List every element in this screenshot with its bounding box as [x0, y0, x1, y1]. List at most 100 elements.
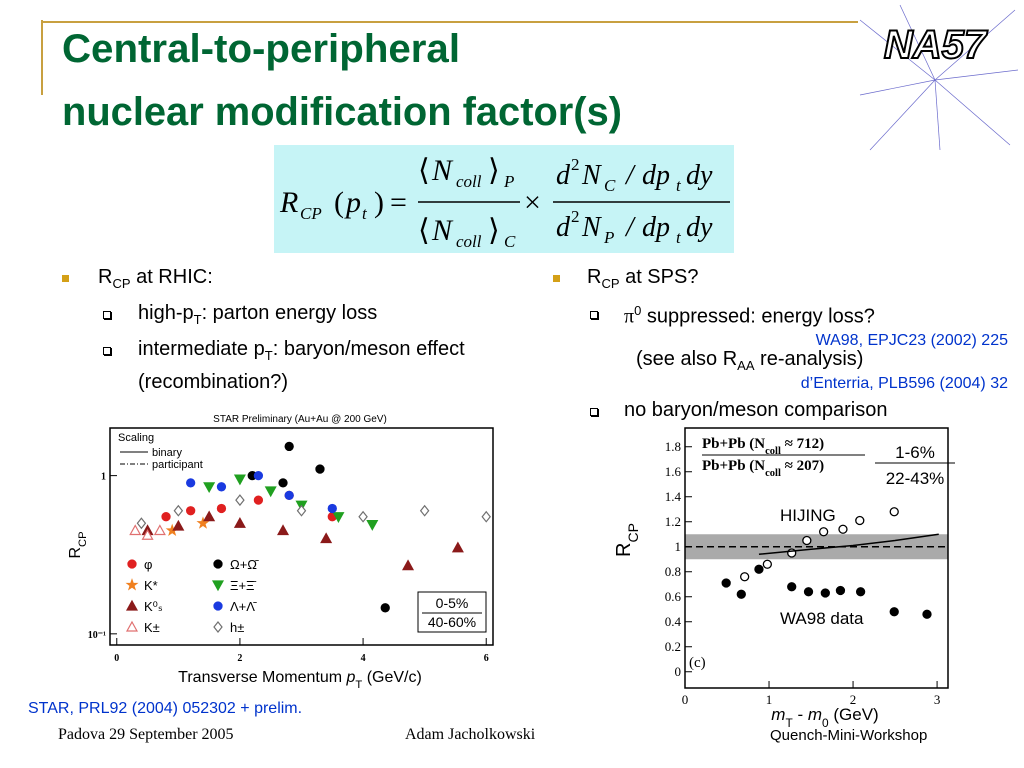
formula-symbol: /: [624, 160, 636, 191]
formula-sub: C: [604, 176, 616, 195]
text: : baryon/meson effect (recombination?): [138, 338, 465, 393]
label-part: ≈ 207): [781, 458, 824, 474]
formula-symbol: dp: [642, 212, 670, 243]
centrality: 22-43%: [886, 469, 945, 488]
legend-marker: [125, 578, 139, 591]
label-part: coll: [765, 468, 781, 479]
legend-marker: [211, 580, 225, 592]
data-point: [253, 470, 264, 481]
x-tick-label: 1: [766, 692, 773, 707]
y-tick-label: 1: [101, 472, 106, 483]
data-point: [754, 564, 764, 574]
label-part: 0: [822, 716, 829, 730]
chart-title: STAR Preliminary (Au+Au @ 200 GeV): [213, 414, 387, 425]
y-tick-label: 0.6: [665, 589, 682, 604]
annotation: (c): [689, 655, 706, 671]
text: at SPS?: [619, 266, 699, 288]
data-point: [153, 524, 166, 536]
formula-sub: t: [676, 176, 682, 195]
y-tick-label: 0: [675, 664, 682, 679]
data-point: [855, 515, 865, 526]
bullet-text: π0 suppressed: energy loss?: [624, 298, 875, 330]
data-point: [889, 607, 899, 617]
sub: AA: [737, 358, 755, 373]
data-point: [253, 495, 264, 505]
label-part: m: [808, 705, 822, 724]
formula-sub: CP: [300, 204, 322, 223]
text: suppressed: energy loss?: [641, 305, 875, 328]
legend-marker: [213, 621, 223, 633]
sup: 0: [634, 303, 642, 318]
star-chart: 0 2 4 6 10⁻¹ 1 STAR Preliminary (Au+Au @ 200 G…: [67, 410, 500, 692]
legend-label: φ: [144, 557, 152, 572]
reference: WA98, EPJC23 (2002) 225: [815, 332, 1008, 349]
formula-sub: P: [503, 172, 514, 191]
data-point: [129, 524, 142, 536]
data-point: [889, 507, 899, 517]
bullet-text: high-pT: parton energy loss: [138, 300, 377, 333]
label: RCP: [67, 531, 89, 558]
text: at RHIC:: [130, 266, 213, 288]
data-point: [161, 512, 171, 522]
y-tick-label: 1.4: [665, 489, 682, 504]
bullet-text: RCP at SPS?: [587, 264, 698, 297]
y-tick-label: 0.2: [665, 639, 681, 654]
label-part: T: [785, 716, 792, 730]
legend-label: Λ+Λ̄: [230, 599, 257, 614]
label-part: ≈ 712): [781, 436, 824, 452]
label: Pb+Pb (Ncoll ≈ 712): [702, 436, 824, 457]
centrality: 40-60%: [428, 614, 476, 630]
data-point: [203, 482, 216, 494]
data-point: [818, 527, 829, 537]
data-point: [233, 517, 246, 528]
formula-sub: coll: [456, 232, 482, 251]
formula-symbol: N: [581, 212, 602, 243]
legend-label: K±: [144, 620, 160, 635]
data-point: [380, 603, 390, 613]
data-point: [284, 490, 294, 501]
label: Pb+Pb (Ncoll ≈ 207): [702, 458, 824, 479]
bullet-text: RCP at RHIC:: [98, 264, 213, 297]
formula-symbol: ): [374, 186, 384, 219]
legend-label: Ξ+Ξ̄: [230, 578, 256, 593]
data-point: [284, 441, 294, 452]
data-point: [803, 587, 814, 597]
x-tick-label: 4: [361, 653, 366, 664]
formula-symbol: d: [556, 212, 571, 243]
data-point: [835, 585, 846, 596]
data-point: [216, 482, 227, 492]
plot-frame: [684, 427, 949, 689]
data-point: [762, 559, 772, 569]
data-point: [235, 494, 245, 507]
legend-label: K*: [144, 578, 158, 593]
data-point: [451, 541, 464, 553]
data-point: [277, 524, 290, 536]
text: (see also R: [636, 348, 738, 370]
x-tick-label: 2: [237, 653, 242, 664]
data-point: [419, 504, 430, 517]
data-point: [922, 609, 932, 619]
label-part: R: [613, 543, 635, 557]
text: R: [587, 266, 602, 288]
y-tick-label: 1.2: [665, 514, 681, 529]
formula-sup: 2: [571, 155, 580, 174]
bullet: [590, 408, 598, 416]
y-tick-label: 1.6: [665, 464, 682, 479]
data-point: [366, 520, 379, 531]
label-part: p: [346, 669, 356, 686]
line: [758, 533, 939, 555]
footer-date: Padova 29 September 2005: [58, 726, 234, 743]
label-part: T: [355, 679, 362, 691]
label: Transverse Momentum pT (GeV/c): [178, 669, 422, 691]
formula-symbol: (: [334, 186, 344, 219]
text: intermediate p: [138, 338, 265, 360]
formula-box: [274, 145, 734, 253]
data-point: [787, 582, 797, 592]
legend-label: K⁰ₛ: [144, 599, 163, 614]
legend-marker: [127, 559, 137, 569]
title: nuclear modification factor(s): [62, 90, 622, 134]
formula-symbol: ⟩: [488, 154, 500, 187]
legend-label: h±: [230, 620, 244, 635]
